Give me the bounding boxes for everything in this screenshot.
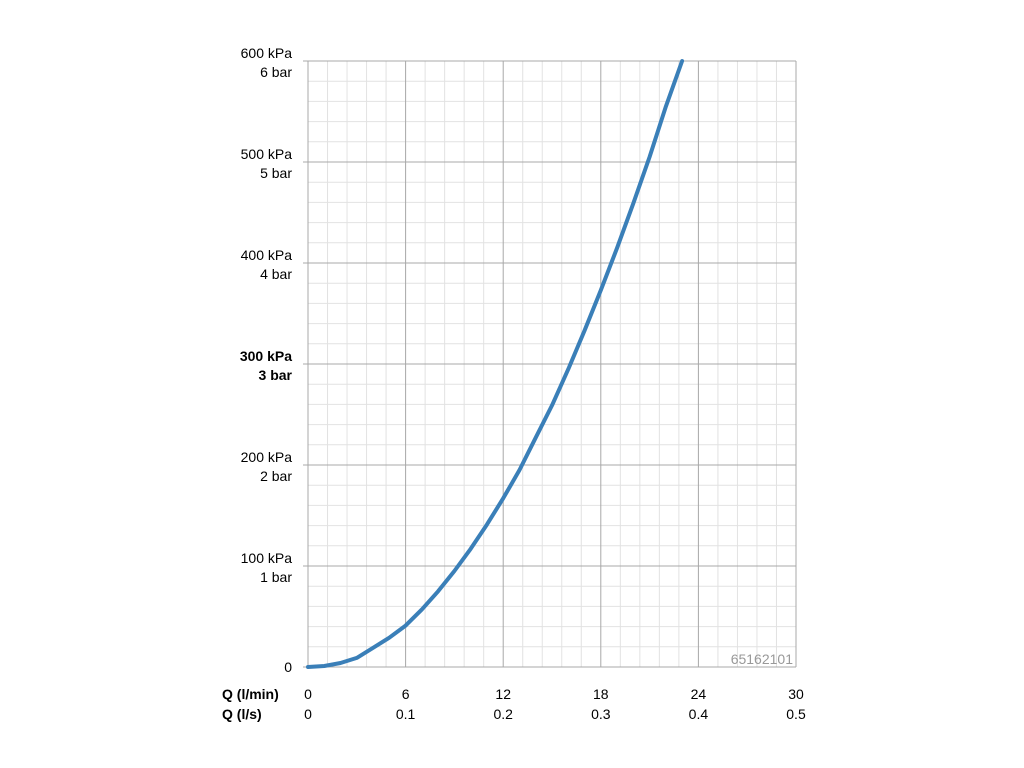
x-tick-label: 24 <box>691 686 707 702</box>
x-tick-label: 18 <box>593 686 609 702</box>
y-tick-label: 1 bar <box>260 569 292 585</box>
x-tick-label: 6 <box>402 686 410 702</box>
y-axis-labels: 0 100 kPa 1 bar 200 kPa 2 bar 300 kPa 3 bar 400… <box>240 45 293 675</box>
y-tick-label: 400 kPa <box>241 247 293 263</box>
y-tick-label: 200 kPa <box>241 449 293 465</box>
y-tick-label: 4 bar <box>260 266 292 282</box>
y-tick-label: 3 bar <box>259 367 293 383</box>
x-tick-label: 0.4 <box>689 706 709 722</box>
y-tick-label: 2 bar <box>260 468 292 484</box>
x-tick-label: 30 <box>788 686 804 702</box>
y-tick-label: 600 kPa <box>241 45 293 61</box>
major-grid <box>303 60 797 668</box>
y-tick-label: 0 <box>284 659 292 675</box>
product-code-label: 65162101 <box>731 651 794 667</box>
x-tick-label: 0.5 <box>786 706 806 722</box>
x-tick-label: 0 <box>304 686 312 702</box>
x-axis-labels: Q (l/min) 0 6 12 18 24 30 Q (l/s) 0 0.1 0.2 0.3 0.4 0… <box>222 686 806 722</box>
x-tick-label: 12 <box>495 686 511 702</box>
x-axis-title: Q (l/min) <box>222 686 279 702</box>
x-tick-label: 0.1 <box>396 706 416 722</box>
y-tick-label: 500 kPa <box>241 146 293 162</box>
y-tick-label: 6 bar <box>260 64 292 80</box>
x-tick-label: 0 <box>304 706 312 722</box>
x-tick-label: 0.3 <box>591 706 611 722</box>
series-line <box>306 59 685 669</box>
series-layer <box>306 59 685 669</box>
x-axis-title: Q (l/s) <box>222 706 262 722</box>
y-tick-label: 100 kPa <box>241 550 293 566</box>
x-tick-label: 0.2 <box>493 706 513 722</box>
y-tick-label: 300 kPa <box>240 348 292 364</box>
y-tick-label: 5 bar <box>260 165 292 181</box>
